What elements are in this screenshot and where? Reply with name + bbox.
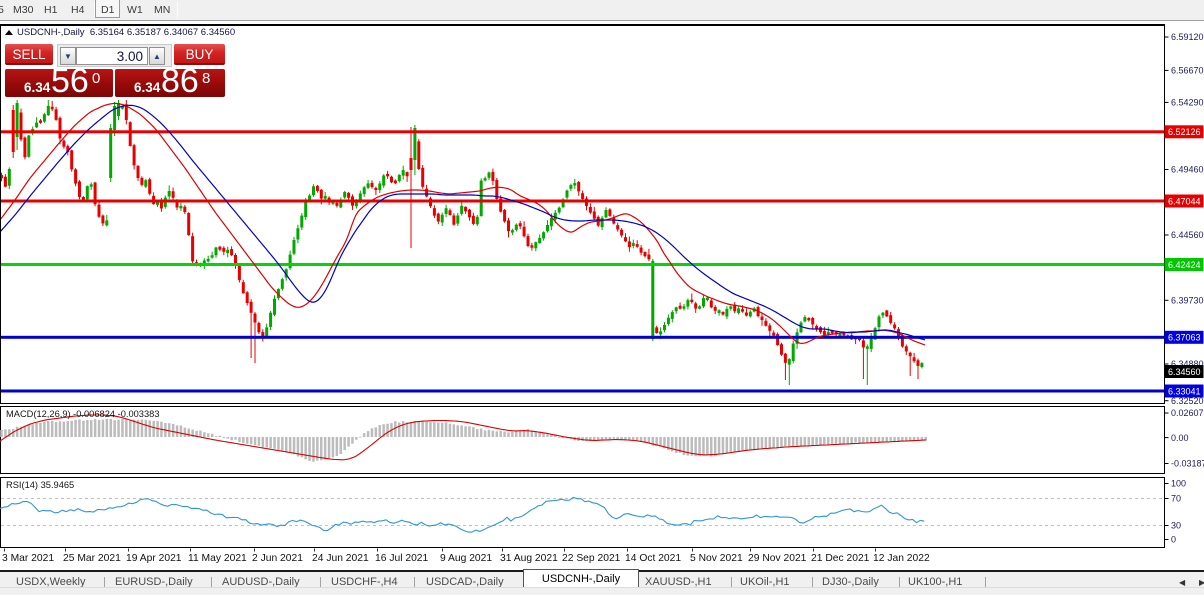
svg-text:19 Apr 2021: 19 Apr 2021 (126, 553, 182, 564)
svg-text:6.37063: 6.37063 (1168, 333, 1201, 343)
svg-text:6.52126: 6.52126 (1168, 127, 1201, 137)
svg-text:29 Nov 2021: 29 Nov 2021 (748, 553, 807, 564)
svg-text:0.00: 0.00 (1171, 433, 1189, 443)
svg-text:6.59120: 6.59120 (1171, 32, 1204, 42)
svg-text:6.32520: 6.32520 (1171, 396, 1204, 406)
svg-text:6.42424: 6.42424 (1168, 260, 1201, 270)
svg-text:12 Jan 2022: 12 Jan 2022 (873, 553, 930, 564)
svg-text:14 Oct 2021: 14 Oct 2021 (625, 553, 681, 564)
svg-text:6.34560: 6.34560 (1168, 367, 1201, 377)
svg-text:2 Jun 2021: 2 Jun 2021 (252, 553, 303, 564)
svg-text:MACD(12,26,9) -0.006824 -0.003: MACD(12,26,9) -0.006824 -0.003383 (6, 409, 160, 419)
svg-text:9 Aug 2021: 9 Aug 2021 (440, 553, 492, 564)
svg-text:0.02607: 0.02607 (1171, 408, 1204, 418)
svg-text:16 Jul 2021: 16 Jul 2021 (375, 553, 429, 564)
svg-text:6.44560: 6.44560 (1171, 230, 1204, 240)
svg-text:6.56670: 6.56670 (1171, 66, 1204, 76)
svg-text:25 Mar 2021: 25 Mar 2021 (63, 553, 121, 564)
svg-text:100: 100 (1171, 479, 1186, 489)
svg-text:RSI(14) 35.9465: RSI(14) 35.9465 (6, 480, 74, 490)
svg-text:-0.03187: -0.03187 (1171, 459, 1204, 469)
svg-text:6.54290: 6.54290 (1171, 98, 1204, 108)
svg-text:6.47044: 6.47044 (1168, 196, 1201, 206)
svg-text:5 Nov 2021: 5 Nov 2021 (690, 553, 743, 564)
svg-text:11 May 2021: 11 May 2021 (188, 553, 247, 564)
svg-text:21 Dec 2021: 21 Dec 2021 (811, 553, 870, 564)
svg-text:6.49460: 6.49460 (1171, 165, 1204, 175)
svg-text:6.33041: 6.33041 (1168, 386, 1201, 396)
svg-text:6.39730: 6.39730 (1171, 296, 1204, 306)
svg-text:0: 0 (1171, 535, 1176, 545)
svg-text:30: 30 (1171, 521, 1181, 531)
svg-text:6.34880: 6.34880 (1171, 359, 1204, 369)
svg-text:3 Mar 2021: 3 Mar 2021 (2, 553, 54, 564)
svg-text:31 Aug 2021: 31 Aug 2021 (500, 553, 558, 564)
svg-text:70: 70 (1171, 494, 1181, 504)
svg-text:22 Sep 2021: 22 Sep 2021 (562, 553, 621, 564)
svg-text:24 Jun 2021: 24 Jun 2021 (312, 553, 369, 564)
